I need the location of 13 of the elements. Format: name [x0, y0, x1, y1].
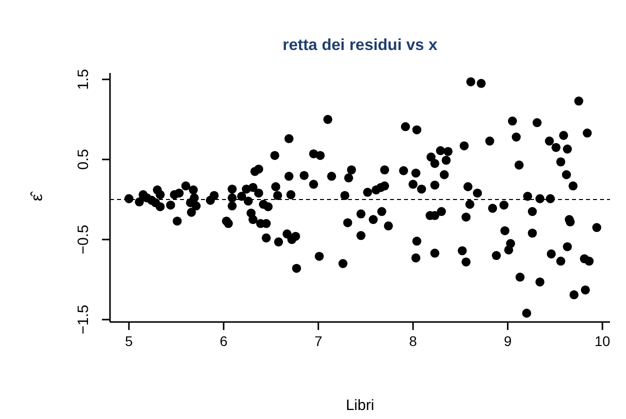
x-tick-label: 8	[409, 332, 418, 349]
y-tick-label: 1.5	[75, 68, 92, 90]
x-tick-label: 6	[220, 332, 228, 349]
y-axis-title: ε̂	[29, 190, 46, 202]
chart-title: retta dei residui vs x	[282, 37, 438, 54]
y-tick-label: −1.5	[75, 304, 92, 334]
x-tick-label: 7	[314, 332, 322, 349]
x-tick-label: 10	[594, 332, 610, 349]
y-tick-label: −0.5	[75, 224, 92, 254]
x-tick-label: 5	[125, 332, 134, 349]
y-tick-label: 0.5	[75, 149, 92, 170]
x-tick-label: 9	[504, 332, 512, 349]
x-axis-title: Libri	[346, 397, 374, 414]
